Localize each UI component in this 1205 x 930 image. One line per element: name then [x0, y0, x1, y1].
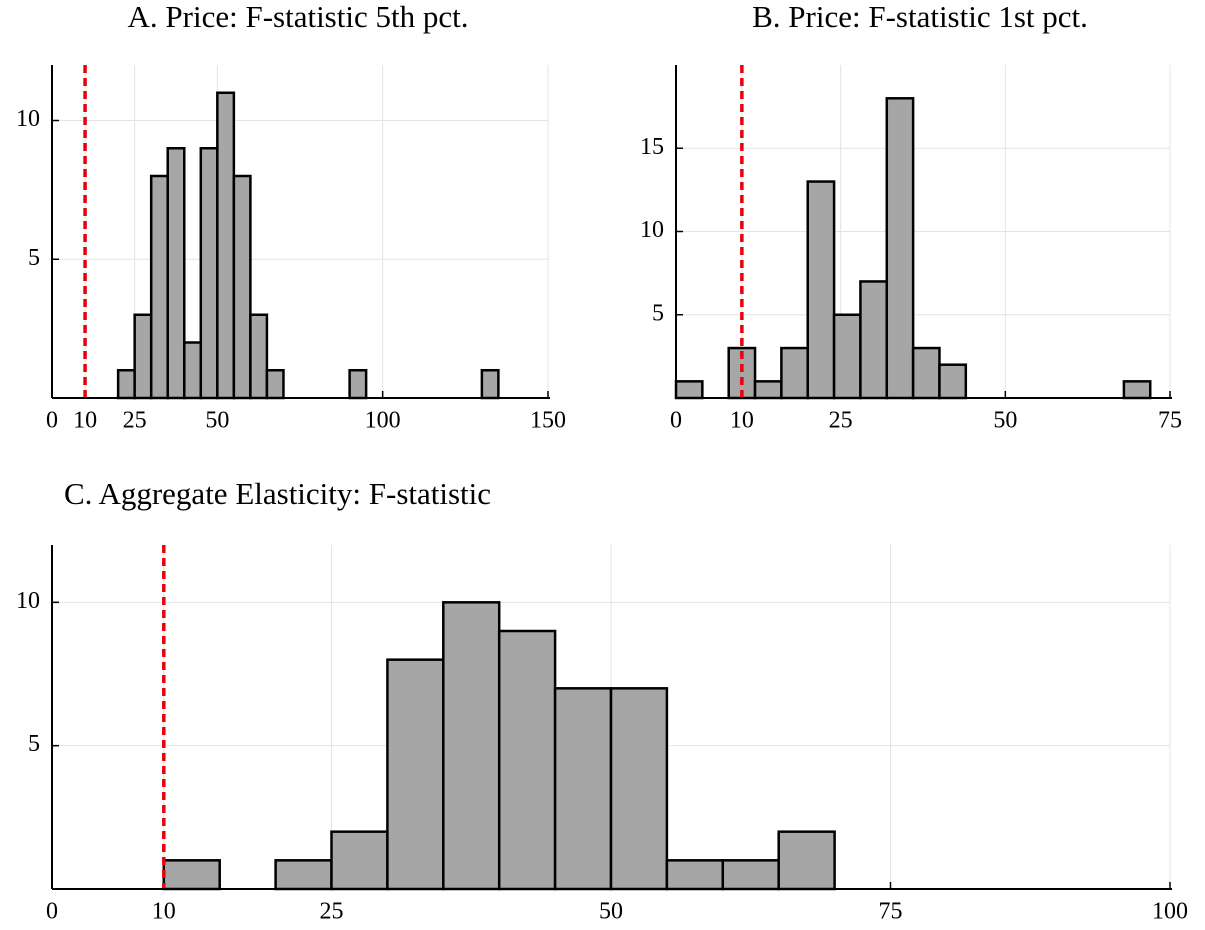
bar — [885, 97, 915, 400]
bar — [497, 629, 557, 891]
y-tick-label: 10 — [16, 588, 40, 614]
bar — [777, 830, 836, 891]
y-tick-label: 10 — [640, 217, 664, 243]
x-tick-label: 150 — [530, 408, 566, 434]
bar — [232, 174, 252, 400]
bar — [1122, 380, 1152, 400]
x-tick-label: 0 — [670, 408, 682, 434]
chart-title: B. Price: F-statistic 1st pct. — [752, 0, 1088, 34]
bar — [162, 859, 221, 891]
bar — [133, 313, 153, 400]
bar — [480, 369, 500, 400]
x-tick-label: 75 — [879, 899, 903, 925]
bar — [442, 601, 501, 891]
bar — [116, 369, 136, 400]
x-tick-label: 10 — [730, 408, 754, 434]
bar — [721, 859, 780, 891]
x-tick-label: 0 — [46, 899, 58, 925]
x-tick-label: 100 — [365, 408, 401, 434]
x-tick-label: 100 — [1152, 899, 1188, 925]
bar — [274, 859, 333, 891]
bar — [911, 346, 941, 400]
x-tick-label: 50 — [599, 899, 623, 925]
chart-title: C. Aggregate Elasticity: F-statistic — [64, 476, 491, 511]
x-tick-label: 50 — [205, 408, 229, 434]
bar — [806, 180, 836, 400]
bar — [859, 280, 889, 400]
chart-title: A. Price: F-statistic 5th pct. — [128, 0, 469, 34]
x-tick-label: 10 — [152, 899, 176, 925]
x-tick-label: 75 — [1158, 408, 1182, 434]
bar — [938, 363, 968, 400]
x-tick-label: 25 — [829, 408, 853, 434]
bar — [216, 91, 236, 400]
x-tick-label: 0 — [46, 408, 58, 434]
bar — [149, 174, 169, 400]
y-tick-label: 5 — [652, 300, 664, 326]
bar — [674, 380, 704, 400]
bar — [553, 687, 613, 891]
x-tick-label: 50 — [993, 408, 1017, 434]
y-tick-label: 5 — [28, 245, 40, 271]
bar — [780, 346, 809, 400]
bar — [609, 687, 669, 891]
bar — [166, 147, 186, 400]
x-tick-label: 25 — [320, 899, 344, 925]
bar — [199, 147, 219, 400]
bar — [386, 658, 445, 891]
x-tick-label: 10 — [73, 408, 97, 434]
bar — [330, 830, 389, 891]
bar — [832, 313, 862, 400]
y-tick-label: 5 — [28, 731, 40, 757]
bar — [348, 369, 368, 400]
y-tick-label: 10 — [16, 106, 40, 132]
bar — [665, 859, 725, 891]
bar — [249, 313, 269, 400]
bar — [265, 369, 285, 400]
bar — [753, 380, 783, 400]
y-tick-label: 15 — [640, 134, 664, 160]
bar — [183, 341, 203, 400]
x-tick-label: 25 — [123, 408, 147, 434]
